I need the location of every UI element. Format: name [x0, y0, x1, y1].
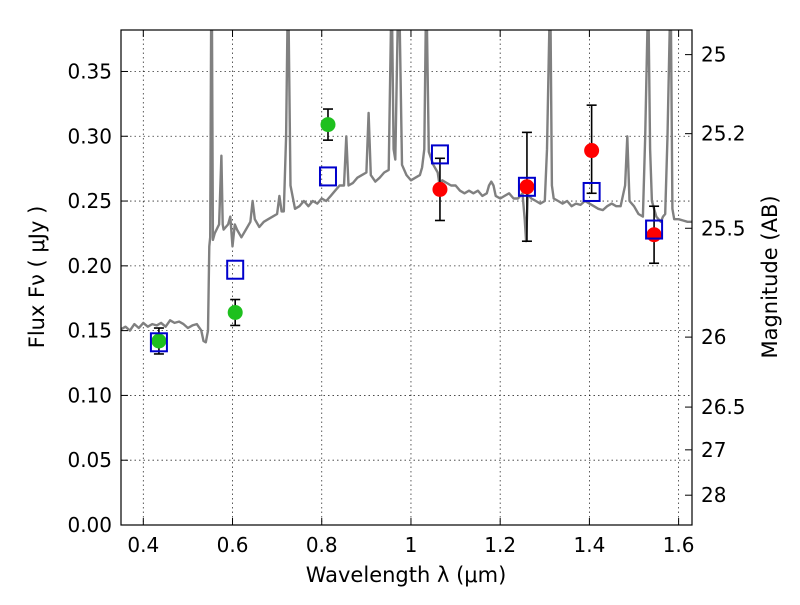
model-spectrum-line: [121, 30, 692, 344]
right-tick-label: 27: [701, 438, 726, 462]
model-flux-square: [517, 176, 536, 197]
y-tick-label: 0.25: [67, 189, 112, 213]
x-tick-label: 1.6: [663, 533, 695, 557]
right-tick-label: 25: [701, 43, 726, 67]
model-flux-square: [149, 332, 168, 353]
y-axis-ticks: 0.00 0.05 0.10 0.15 0.20 0.25 0.30 0.35: [67, 59, 128, 537]
model-flux-square: [430, 144, 449, 165]
photometry-point: [151, 333, 167, 349]
grid-layer: [121, 30, 692, 526]
x-tick-label: 0.8: [306, 533, 338, 557]
x-tick-label: 1: [405, 533, 418, 557]
x-axis-ticks: 0.4 0.6 0.8 1 1.2 1.4 1.6: [127, 30, 695, 557]
y-tick-label: 0.00: [67, 513, 112, 537]
y-tick-label: 0.10: [67, 383, 112, 407]
right-tick-label: 25.5: [701, 216, 746, 240]
x-tick-label: 1.4: [573, 533, 605, 557]
y-tick-label: 0.30: [67, 124, 112, 148]
photometry-point: [432, 181, 448, 197]
photometry-point: [646, 227, 662, 243]
y-tick-label: 0.05: [67, 448, 112, 472]
x-tick-label: 0.4: [127, 533, 159, 557]
spectrum-layer: [121, 30, 692, 344]
right-tick-label: 26.5: [701, 395, 746, 419]
y-tick-label: 0.35: [67, 59, 112, 83]
y-tick-label: 0.20: [67, 254, 112, 278]
x-tick-label: 0.6: [217, 533, 249, 557]
plot-frame: [120, 29, 693, 526]
model-flux-square: [582, 181, 601, 202]
photometry-point: [227, 304, 243, 320]
right-tick-label: 25.2: [701, 122, 746, 146]
y-axis-title: Flux Fν ( μJy ): [25, 206, 49, 349]
y-tick-label: 0.15: [67, 319, 112, 343]
photometry-point: [519, 179, 535, 195]
photometry-point: [320, 117, 336, 133]
model-flux-square: [645, 219, 664, 240]
x-axis-title: Wavelength λ (μm): [306, 563, 507, 587]
right-tick-label: 28: [701, 483, 726, 507]
photometry-point: [584, 143, 600, 159]
right-tick-label: 26: [701, 325, 726, 349]
model-flux-square: [318, 166, 337, 187]
right-axis-ticks: 25 25.2 25.5 26 26.5 27 28: [685, 43, 746, 507]
x-tick-label: 1.2: [484, 533, 516, 557]
model-flux-square: [226, 259, 245, 280]
right-axis-title: Magnitude (AB): [758, 195, 782, 358]
points-layer: [149, 117, 664, 353]
